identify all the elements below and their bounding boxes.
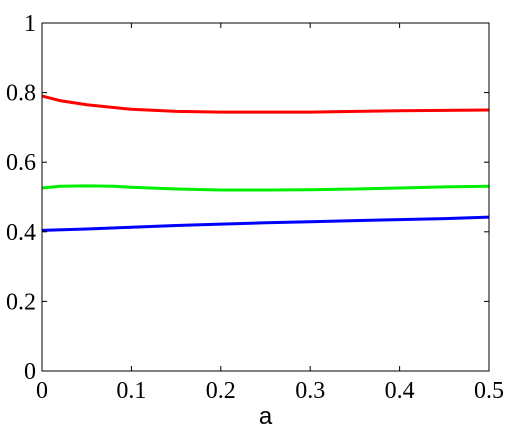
x-axis-label: a	[259, 403, 273, 430]
x-tick-label: 0.2	[206, 378, 236, 404]
y-tick-label: 0.4	[6, 220, 36, 246]
series-line-3	[41, 215, 490, 232]
y-tick-label: 1	[24, 11, 36, 37]
y-tick-label: 0.2	[6, 289, 36, 315]
series-layer	[41, 94, 490, 232]
y-tick-label: 0	[24, 359, 36, 385]
plot-frame	[41, 22, 490, 372]
x-tick-label: 0	[36, 378, 48, 404]
series-line-1	[41, 94, 490, 114]
x-tick-label: 0.1	[116, 378, 146, 404]
x-tick-label: 0.4	[385, 378, 415, 404]
ticks-layer: 0 0.1 0.2 0.3 0.4 0.5 0 0.2 0.4 0.6 0.8 1	[6, 11, 504, 404]
x-tick-label: 0.5	[474, 378, 504, 404]
y-tick-label: 0.6	[6, 150, 36, 176]
x-tick-label: 0.3	[295, 378, 325, 404]
y-tick-label: 0.8	[6, 81, 36, 107]
series-line-2	[41, 184, 490, 192]
